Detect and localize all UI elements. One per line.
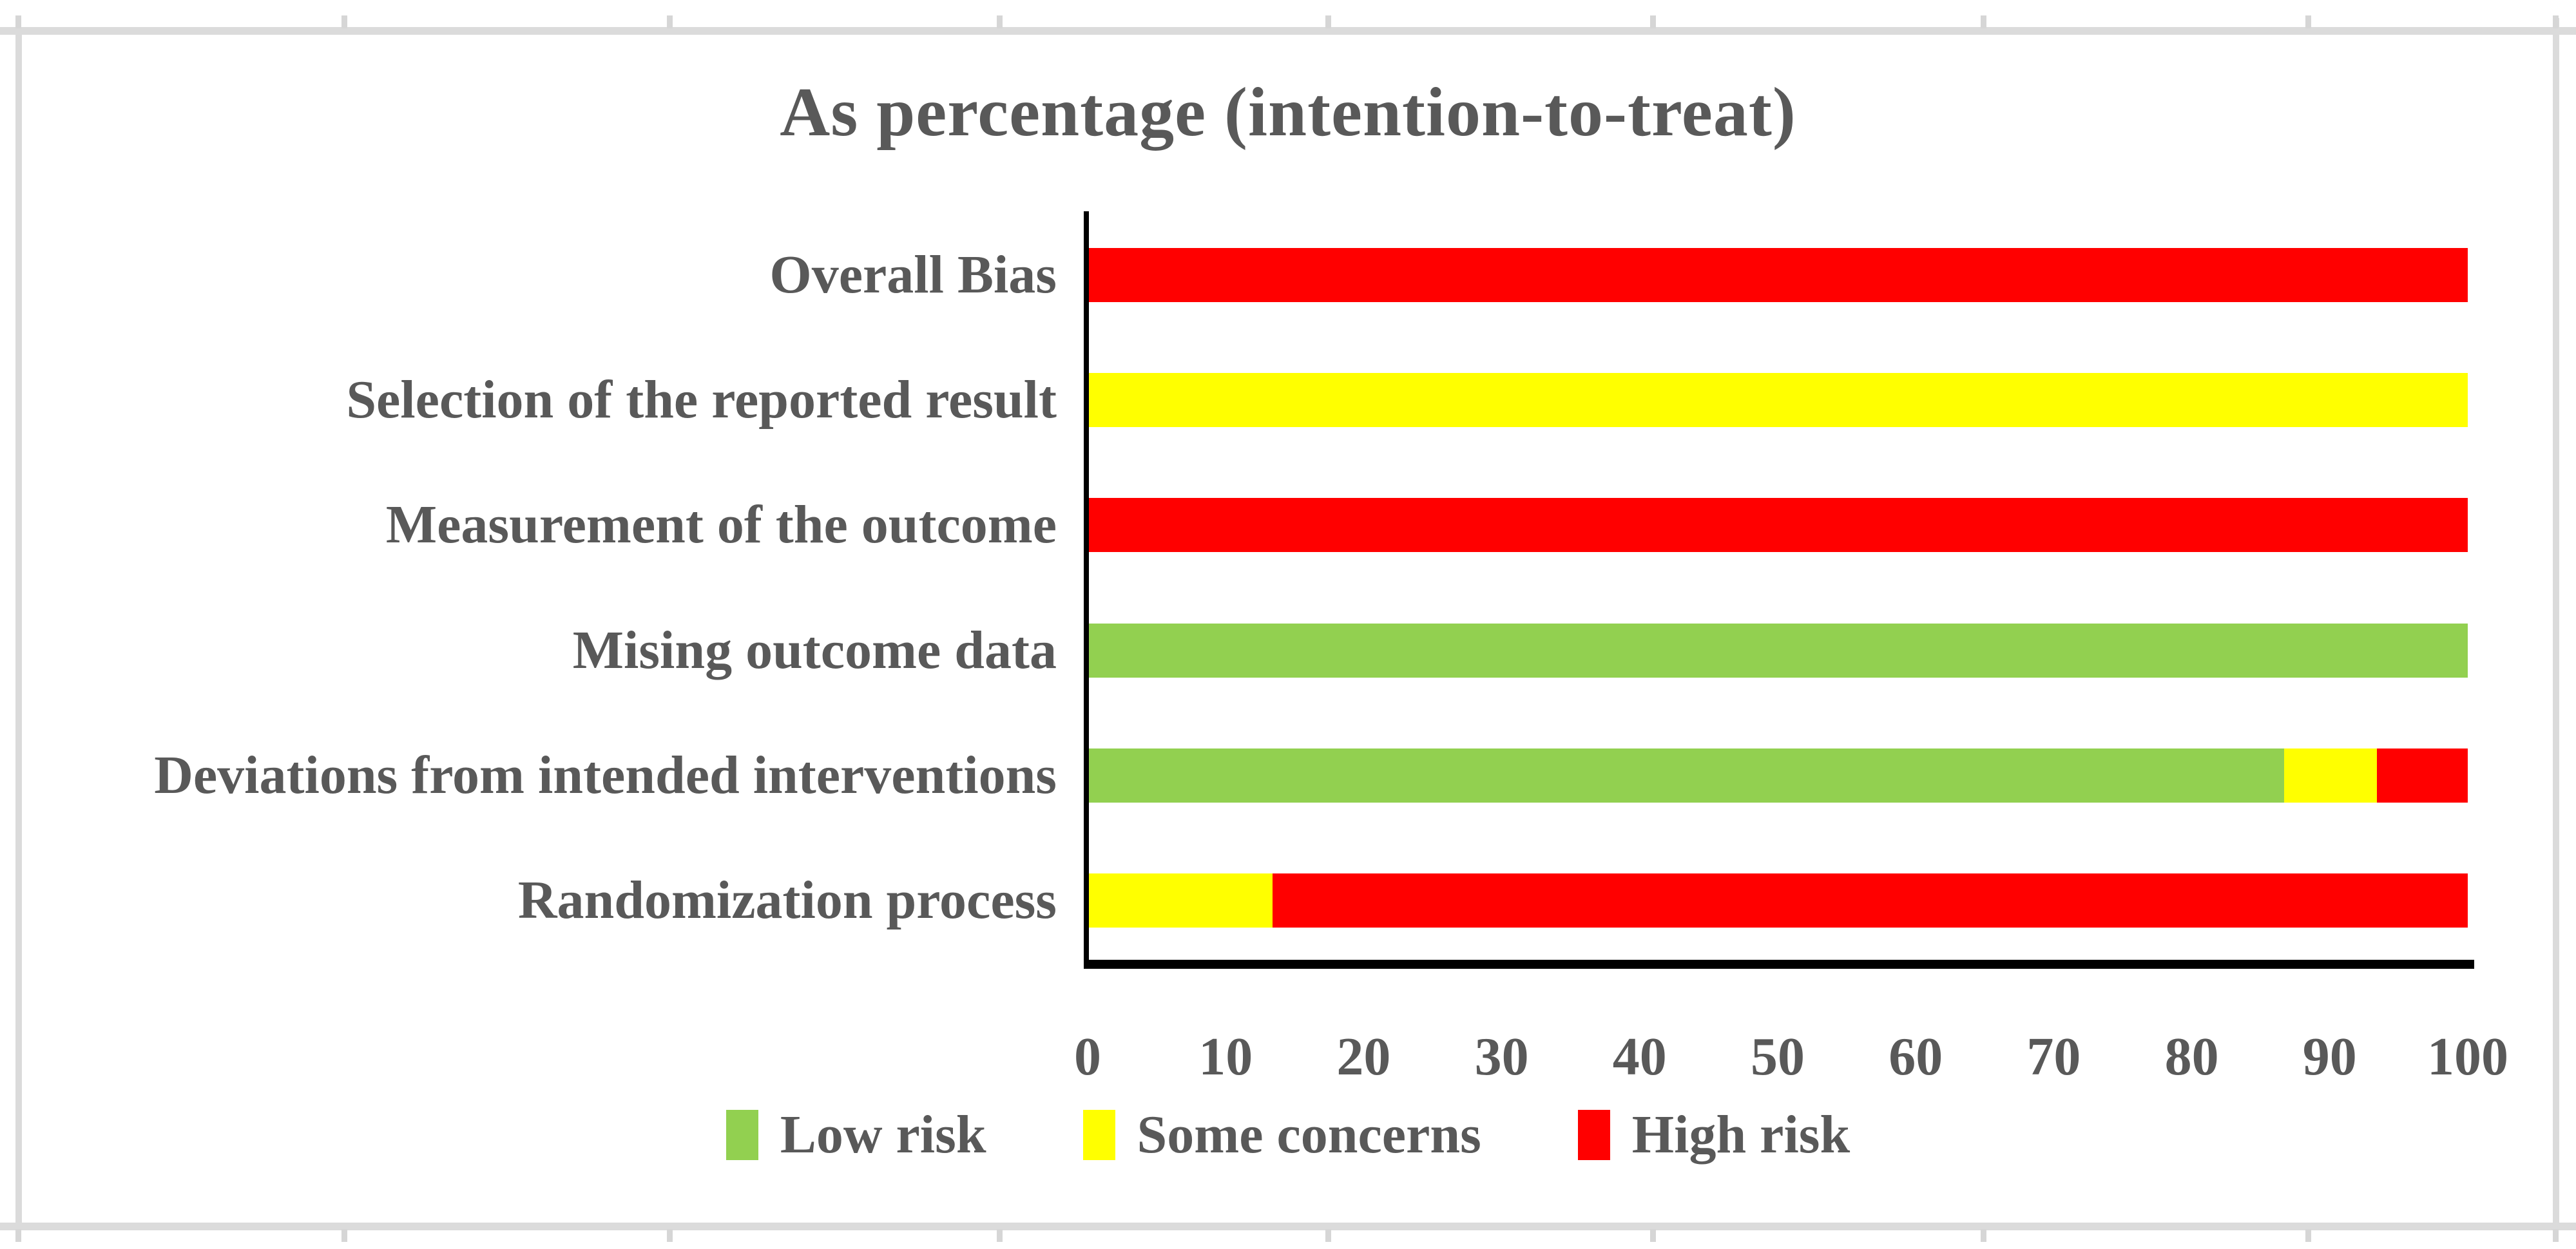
x-tick-label: 60: [1889, 1027, 1943, 1087]
bar-segment: [1089, 873, 1273, 928]
grid-tick-stub: [1325, 15, 1331, 28]
x-tick-label: 70: [2026, 1027, 2081, 1087]
grid-tick-stub: [15, 1229, 21, 1242]
legend-item: Low risk: [726, 1103, 986, 1167]
bar-segment: [1089, 748, 2285, 803]
grid-tick-stub: [2305, 1229, 2311, 1242]
frame-left-border: [15, 27, 22, 1230]
bar-row: [1089, 373, 2468, 428]
bar-segment: [1089, 248, 2468, 302]
grid-tick-stub: [341, 15, 347, 28]
grid-tick-stub: [997, 1229, 1003, 1242]
grid-tick-stub: [997, 15, 1003, 28]
chart-title: As percentage (intention-to-treat): [780, 74, 1796, 151]
x-tick-label: 30: [1474, 1027, 1529, 1087]
bar-segment: [1272, 873, 2468, 928]
frame-right-border: [2553, 18, 2559, 1230]
grid-tick-stub: [2305, 15, 2311, 28]
bar-row: [1089, 623, 2468, 678]
grid-tick-stub: [341, 1229, 347, 1242]
frame-bottom-border: [0, 1223, 2576, 1230]
grid-tick-stub: [1325, 1229, 1331, 1242]
grid-tick-stub: [1650, 15, 1656, 28]
y-axis-line: [1084, 211, 1089, 968]
x-tick-label: 100: [2427, 1027, 2508, 1087]
legend-swatch-icon: [1577, 1110, 1610, 1160]
grid-tick-stub: [2553, 15, 2559, 28]
bar-segment: [1089, 373, 2468, 428]
bar-segment: [1089, 623, 2468, 678]
legend-item: Some concerns: [1082, 1103, 1481, 1167]
legend-swatch-icon: [1082, 1110, 1115, 1160]
x-tick-label: 50: [1751, 1027, 1805, 1087]
category-label: Selection of the reported result: [346, 370, 1057, 430]
x-tick-label: 80: [2164, 1027, 2219, 1087]
legend: Low risk Some concerns High risk: [0, 1103, 2576, 1167]
x-tick-label: 10: [1198, 1027, 1253, 1087]
bar-row: [1089, 873, 2468, 928]
grid-tick-stub: [667, 1229, 673, 1242]
category-label: Mising outcome data: [572, 620, 1057, 680]
grid-tick-stub: [15, 15, 21, 28]
legend-swatch-icon: [726, 1110, 758, 1160]
category-label: Deviations from intended interventions: [154, 745, 1057, 805]
x-axis-line: [1084, 960, 2474, 969]
grid-tick-stub: [1981, 15, 1986, 28]
x-tick-label: 0: [1074, 1027, 1101, 1087]
bar-segment: [2376, 748, 2468, 803]
bar-segment: [1089, 498, 2468, 553]
legend-label: Low risk: [780, 1105, 986, 1165]
grid-tick-stub: [1650, 1229, 1656, 1242]
category-label: Randomization process: [517, 870, 1057, 930]
bar-segment: [2284, 748, 2377, 803]
category-label: Overall Bias: [769, 245, 1057, 305]
grid-tick-stub: [667, 15, 673, 28]
x-tick-label: 40: [1612, 1027, 1667, 1087]
legend-label: High risk: [1631, 1105, 1850, 1165]
frame-top-border: [0, 27, 2576, 35]
legend-label: Some concerns: [1137, 1105, 1481, 1165]
grid-tick-stub: [2553, 1229, 2559, 1242]
bar-row: [1089, 248, 2468, 302]
legend-item: High risk: [1577, 1103, 1850, 1167]
x-tick-label: 90: [2302, 1027, 2357, 1087]
bar-row: [1089, 748, 2468, 803]
category-label: Measurement of the outcome: [385, 495, 1057, 555]
bar-row: [1089, 498, 2468, 553]
grid-tick-stub: [1981, 1229, 1986, 1242]
x-tick-label: 20: [1336, 1027, 1391, 1087]
